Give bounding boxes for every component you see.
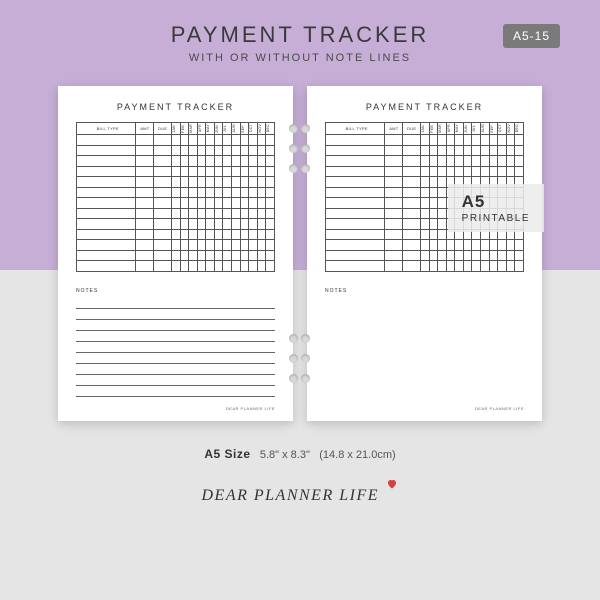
- planner-page-left: PAYMENT TRACKER BILL TYPEAMTDUEJANFEBMAR…: [58, 86, 293, 421]
- binder-holes: [289, 86, 299, 421]
- page-footer-brand: DEAR PLANNER LIFE: [475, 406, 524, 411]
- tracker-row: [77, 177, 275, 188]
- col-month-header: MAY: [455, 123, 464, 135]
- col-month-header: JUL: [472, 123, 481, 135]
- col-month-header: FEB: [429, 123, 438, 135]
- tracker-row: [77, 145, 275, 156]
- col-month-header: MAY: [206, 123, 215, 135]
- tracker-row: [77, 187, 275, 198]
- col-month-header: JUN: [214, 123, 223, 135]
- note-line: [76, 386, 275, 397]
- col-bill-header: BILL TYPE: [326, 123, 385, 135]
- tracker-row: [77, 261, 275, 272]
- note-line: [76, 331, 275, 342]
- col-month-header: NOV: [506, 123, 515, 135]
- col-month-header: JAN: [421, 123, 430, 135]
- tracker-header-row: BILL TYPEAMTDUEJANFEBMARAPRMAYJUNJULAUGS…: [77, 123, 275, 135]
- badge-line1: A5: [462, 192, 530, 212]
- col-month-header: AUG: [232, 123, 241, 135]
- col-due-header: DUE: [154, 123, 172, 135]
- notes-label: NOTES: [76, 288, 275, 294]
- tracker-row: [77, 166, 275, 177]
- note-line: [76, 353, 275, 364]
- tracker-row: [326, 250, 524, 261]
- tracker-row: [77, 240, 275, 251]
- col-month-header: JAN: [172, 123, 181, 135]
- size-label: A5 Size: [204, 447, 250, 461]
- note-line: [325, 331, 524, 342]
- header: PAYMENT TRACKER WITH OR WITHOUT NOTE LIN…: [0, 0, 600, 64]
- tracker-row: [77, 219, 275, 230]
- col-month-header: APR: [446, 123, 455, 135]
- note-line: [325, 298, 524, 309]
- note-line: [325, 353, 524, 364]
- note-line: [325, 375, 524, 386]
- brand-footer: DEAR PLANNER LIFE: [0, 487, 600, 505]
- note-line: [76, 375, 275, 386]
- tracker-row: [326, 156, 524, 167]
- notes-label: NOTES: [325, 288, 524, 294]
- note-line: [76, 320, 275, 331]
- tracker-row: [326, 145, 524, 156]
- note-line: [76, 364, 275, 375]
- col-month-header: DEC: [515, 123, 524, 135]
- note-line: [325, 364, 524, 375]
- page-subtitle: WITH OR WITHOUT NOTE LINES: [0, 52, 600, 64]
- tracker-row: [326, 166, 524, 177]
- col-month-header: APR: [197, 123, 206, 135]
- col-month-header: SEP: [240, 123, 249, 135]
- note-line: [325, 309, 524, 320]
- notes-area: [325, 298, 524, 397]
- size-info: A5 Size 5.8" x 8.3" (14.8 x 21.0cm): [0, 447, 600, 461]
- note-line: [325, 320, 524, 331]
- tracker-row: [77, 156, 275, 167]
- note-line: [76, 298, 275, 309]
- note-line: [325, 342, 524, 353]
- col-month-header: OCT: [498, 123, 507, 135]
- note-line: [76, 309, 275, 320]
- col-bill-header: BILL TYPE: [77, 123, 136, 135]
- col-month-header: SEP: [489, 123, 498, 135]
- tracker-header-row: BILL TYPEAMTDUEJANFEBMARAPRMAYJUNJULAUGS…: [326, 123, 524, 135]
- tracker-row: [77, 135, 275, 146]
- col-month-header: FEB: [180, 123, 189, 135]
- col-amt-header: AMT: [385, 123, 403, 135]
- badge-line2: PRINTABLE: [462, 213, 530, 224]
- tracker-row: [77, 250, 275, 261]
- tracker-title: PAYMENT TRACKER: [325, 102, 524, 112]
- size-inches: 5.8" x 8.3": [260, 449, 310, 461]
- note-line: [325, 386, 524, 397]
- col-month-header: JUL: [223, 123, 232, 135]
- notes-area: [76, 298, 275, 397]
- tracker-row: [77, 198, 275, 209]
- page-footer-brand: DEAR PLANNER LIFE: [226, 406, 275, 411]
- col-month-header: NOV: [257, 123, 266, 135]
- col-month-header: AUG: [481, 123, 490, 135]
- tracker-row: [326, 261, 524, 272]
- col-due-header: DUE: [403, 123, 421, 135]
- tracker-title: PAYMENT TRACKER: [76, 102, 275, 112]
- col-month-header: OCT: [249, 123, 258, 135]
- tracker-row: [77, 229, 275, 240]
- a5-printable-badge: A5 PRINTABLE: [448, 184, 544, 232]
- sku-badge: A5-15: [503, 24, 560, 48]
- col-month-header: MAR: [438, 123, 447, 135]
- size-cm: (14.8 x 21.0cm): [319, 449, 395, 461]
- brand-text: DEAR PLANNER LIFE: [202, 487, 379, 504]
- pages-container: PAYMENT TRACKER BILL TYPEAMTDUEJANFEBMAR…: [0, 86, 600, 421]
- col-month-header: JUN: [463, 123, 472, 135]
- planner-page-right: PAYMENT TRACKER BILL TYPEAMTDUEJANFEBMAR…: [307, 86, 542, 421]
- note-line: [76, 342, 275, 353]
- heart-icon: [386, 477, 398, 495]
- col-month-header: DEC: [266, 123, 275, 135]
- tracker-row: [326, 135, 524, 146]
- tracker-row: [326, 240, 524, 251]
- tracker-row: [77, 208, 275, 219]
- col-amt-header: AMT: [136, 123, 154, 135]
- binder-holes: [301, 86, 311, 421]
- tracker-table: BILL TYPEAMTDUEJANFEBMARAPRMAYJUNJULAUGS…: [76, 122, 275, 272]
- col-month-header: MAR: [189, 123, 198, 135]
